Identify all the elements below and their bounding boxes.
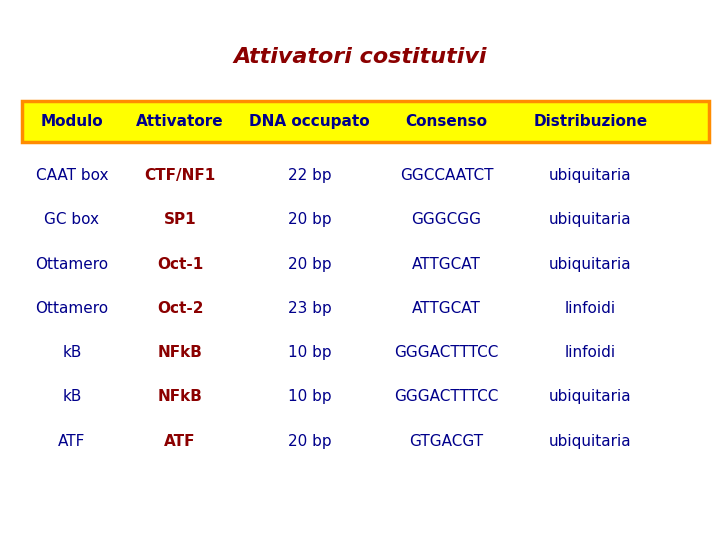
Text: SP1: SP1 (163, 212, 197, 227)
Text: NFkB: NFkB (158, 389, 202, 404)
Text: Ottamero: Ottamero (35, 301, 109, 316)
Text: GGGCGG: GGGCGG (411, 212, 482, 227)
Text: Oct-1: Oct-1 (157, 256, 203, 272)
Text: ubiquitaria: ubiquitaria (549, 212, 631, 227)
Text: ubiquitaria: ubiquitaria (549, 434, 631, 449)
Text: 23 bp: 23 bp (288, 301, 331, 316)
Text: Modulo: Modulo (41, 114, 103, 129)
Text: Attivatore: Attivatore (136, 114, 224, 129)
Text: GGGACTTTCC: GGGACTTTCC (395, 389, 498, 404)
Text: DNA occupato: DNA occupato (249, 114, 370, 129)
Text: kB: kB (63, 389, 81, 404)
Text: 22 bp: 22 bp (288, 168, 331, 183)
Text: Oct-2: Oct-2 (157, 301, 203, 316)
Text: ATF: ATF (164, 434, 196, 449)
Text: ATTGCAT: ATTGCAT (412, 256, 481, 272)
Text: 10 bp: 10 bp (288, 345, 331, 360)
Text: ubiquitaria: ubiquitaria (549, 389, 631, 404)
Text: NFkB: NFkB (158, 345, 202, 360)
Text: linfoidi: linfoidi (564, 301, 616, 316)
Text: 10 bp: 10 bp (288, 389, 331, 404)
Text: 20 bp: 20 bp (288, 256, 331, 272)
Text: GGCCAATCT: GGCCAATCT (400, 168, 493, 183)
Text: 20 bp: 20 bp (288, 212, 331, 227)
Text: GGGACTTTCC: GGGACTTTCC (395, 345, 498, 360)
Text: ubiquitaria: ubiquitaria (549, 256, 631, 272)
Text: Consenso: Consenso (405, 114, 487, 129)
Text: ATTGCAT: ATTGCAT (412, 301, 481, 316)
Text: Attivatori costitutivi: Attivatori costitutivi (233, 46, 487, 67)
Text: ubiquitaria: ubiquitaria (549, 168, 631, 183)
Text: CAAT box: CAAT box (36, 168, 108, 183)
FancyBboxPatch shape (22, 102, 709, 141)
Text: 20 bp: 20 bp (288, 434, 331, 449)
Text: GTGACGT: GTGACGT (410, 434, 483, 449)
Text: linfoidi: linfoidi (564, 345, 616, 360)
Text: ATF: ATF (58, 434, 86, 449)
Text: kB: kB (63, 345, 81, 360)
Text: CTF/NF1: CTF/NF1 (145, 168, 215, 183)
Text: Distribuzione: Distribuzione (534, 114, 647, 129)
Text: Ottamero: Ottamero (35, 256, 109, 272)
Text: GC box: GC box (45, 212, 99, 227)
